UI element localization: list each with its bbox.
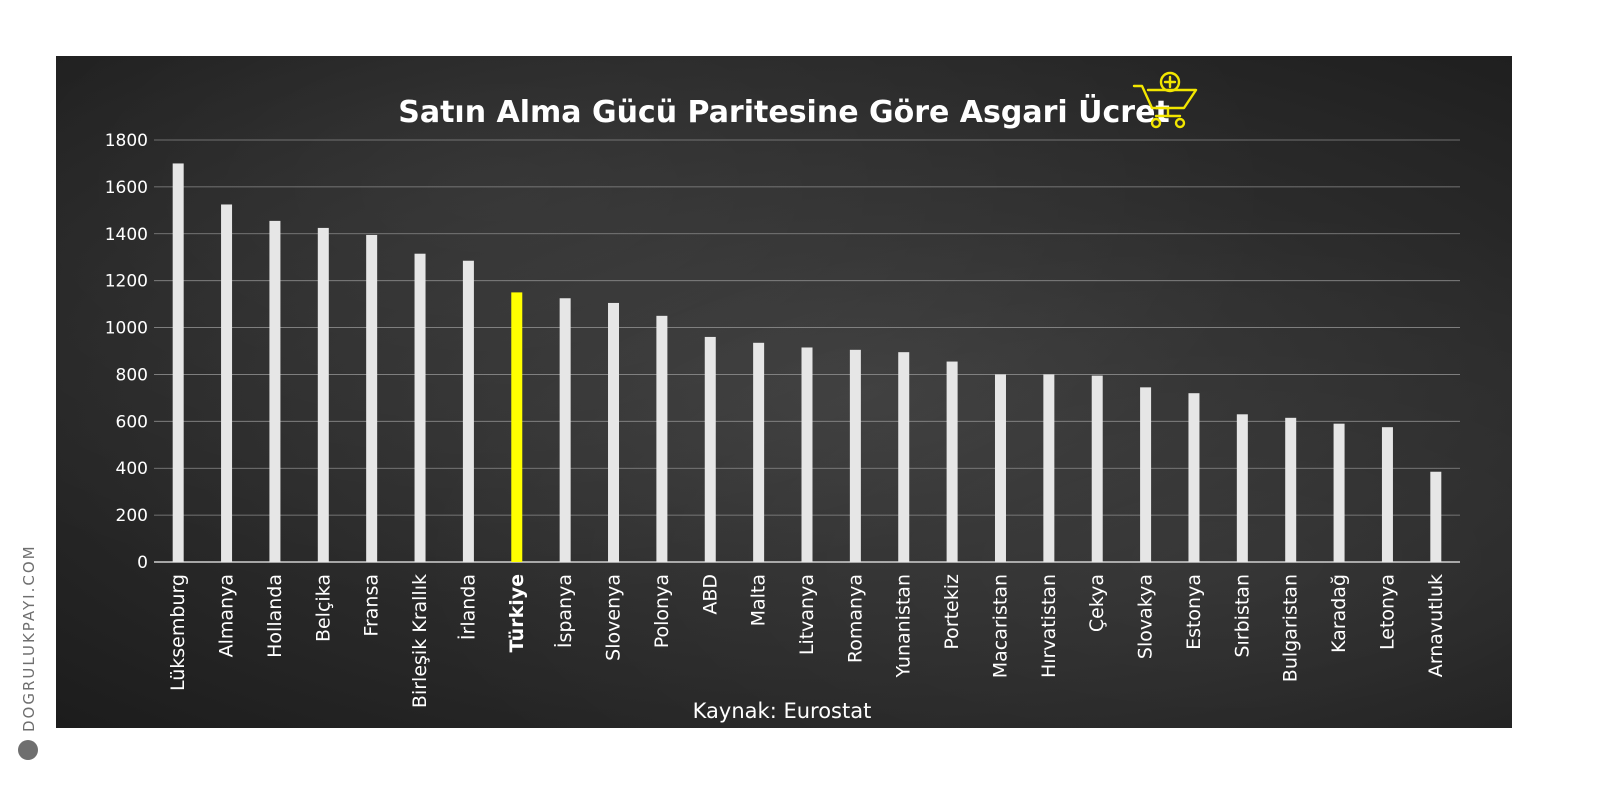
bar <box>1381 427 1393 562</box>
chart-source: Kaynak: Eurostat <box>693 699 872 723</box>
bar <box>221 204 233 562</box>
y-tick-label: 1800 <box>105 131 148 151</box>
x-tick-label: Bulgaristan <box>1280 574 1302 682</box>
y-tick-label: 1400 <box>105 225 148 245</box>
chart-panel: 0 200 400 600 800 1000 1200 1400 1600 1800 Lüksem… <box>56 56 1512 728</box>
shopping-cart-plus-icon <box>1132 71 1198 129</box>
x-tick-label: Karadağ <box>1328 574 1350 653</box>
x-tick-label: Slovakya <box>1135 574 1157 659</box>
bar <box>366 234 378 562</box>
bar <box>511 292 523 562</box>
x-tick-label: Lüksemburg <box>167 574 189 691</box>
brand-logo-icon <box>18 740 38 760</box>
chart: 0 200 400 600 800 1000 1200 1400 1600 1800 Lüksem… <box>105 71 1460 723</box>
x-tick-label: Macaristan <box>989 574 1011 678</box>
bar <box>1140 387 1152 562</box>
bar <box>559 298 571 562</box>
y-tick-label: 1000 <box>105 319 148 339</box>
bar <box>1188 393 1200 562</box>
y-tick-label: 1600 <box>105 178 148 198</box>
y-tick-label: 0 <box>137 553 148 573</box>
y-tick-label: 600 <box>116 412 148 432</box>
x-tick-label: Birleşik Krallık <box>409 574 431 708</box>
x-tick-label: Fransa <box>361 574 383 637</box>
bar <box>269 220 281 562</box>
bar <box>1333 423 1345 562</box>
brand-text: DOGRULUKPAYI.COM <box>20 544 38 732</box>
y-axis-ticks: 0 200 400 600 800 1000 1200 1400 1600 1800 <box>105 131 148 573</box>
bar <box>946 361 958 562</box>
x-tick-label: Almanya <box>216 574 238 657</box>
x-tick-label: Sırbistan <box>1231 574 1253 658</box>
bar <box>1430 471 1442 562</box>
bar <box>172 163 184 562</box>
x-tick-label: Hollanda <box>264 574 286 658</box>
x-tick-label: Çekya <box>1086 574 1108 632</box>
x-tick-label: Hırvatistan <box>1038 574 1060 678</box>
x-tick-label: Portekiz <box>941 574 963 650</box>
bars <box>172 163 1442 562</box>
bar <box>608 302 620 562</box>
x-tick-label: ABD <box>699 574 721 615</box>
x-tick-label: Malta <box>748 574 770 626</box>
bar <box>1043 374 1055 562</box>
y-tick-label: 200 <box>116 506 148 526</box>
x-tick-label: Litvanya <box>796 574 818 655</box>
bar <box>656 315 668 562</box>
bar <box>317 227 329 562</box>
x-tick-label: İrlanda <box>456 574 479 640</box>
x-tick-label: İspanya <box>553 574 576 648</box>
x-tick-label: Estonya <box>1183 574 1205 650</box>
x-tick-label: Polonya <box>651 574 673 648</box>
bar <box>704 336 716 562</box>
x-axis-labels: Lüksemburg Almanya Hollanda Belçika Fransa Bi… <box>167 574 1447 708</box>
bar <box>849 349 861 562</box>
y-tick-label: 1200 <box>105 272 148 292</box>
x-tick-label: Letonya <box>1376 574 1398 650</box>
bar <box>753 342 765 562</box>
bar <box>1091 375 1103 562</box>
x-tick-label: Türkiye <box>506 574 528 652</box>
bar <box>801 347 813 562</box>
bar <box>462 260 474 562</box>
bar <box>1236 414 1248 562</box>
side-brand: DOGRULUKPAYI.COM <box>0 500 56 760</box>
x-tick-label: Romanya <box>844 574 866 663</box>
x-tick-label: Arnavutluk <box>1425 574 1447 677</box>
x-tick-label: Slovenya <box>603 574 625 661</box>
bar <box>1285 417 1297 562</box>
bar <box>994 374 1006 562</box>
y-tick-label: 800 <box>116 365 148 385</box>
x-tick-label: Yunanistan <box>893 574 915 679</box>
x-tick-label: Belçika <box>312 574 334 642</box>
chart-title: Satın Alma Gücü Paritesine Göre Asgari Ü… <box>398 93 1170 130</box>
y-tick-label: 400 <box>116 459 148 479</box>
bar <box>414 253 426 562</box>
bar <box>898 352 910 562</box>
